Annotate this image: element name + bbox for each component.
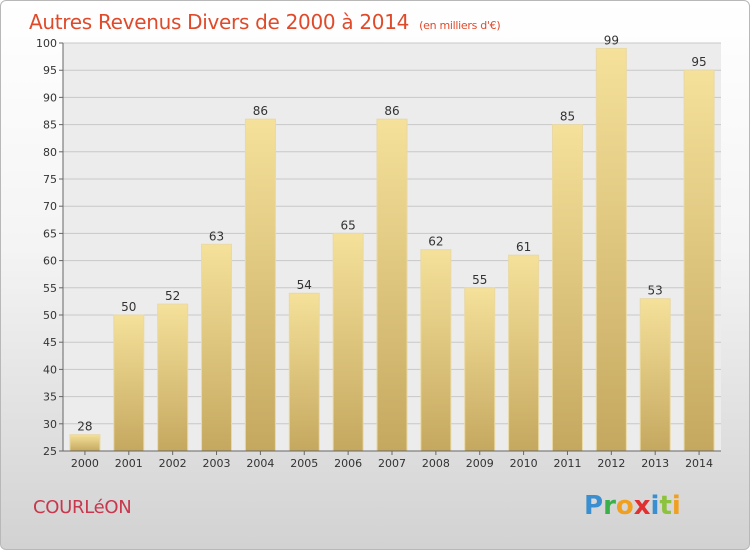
y-tick-label: 85 [43,119,57,132]
x-tick-label: 2000 [71,457,99,470]
y-tick-label: 70 [43,200,57,213]
bar-2007 [376,118,408,452]
bars: 28 50 52 63 86 54 65 86 62 55 61 85 99 53 95 [69,33,715,452]
y-tick-label: 40 [43,363,57,376]
bar-2002 [157,303,189,452]
data-label: 55 [472,273,487,287]
y-tick-label: 100 [36,37,57,50]
y-tick-label: 25 [43,445,57,458]
x-tick-label: 2002 [159,457,187,470]
y-tick-label: 55 [43,282,57,295]
chart-subtitle: (en milliers d'€) [419,19,501,32]
data-label: 52 [165,289,180,303]
data-label: 54 [297,278,312,292]
bar-2008 [420,249,452,452]
x-tick-label: 2013 [641,457,669,470]
title-text: Autres Revenus Divers de 2000 à 2014 [29,10,410,34]
x-tick-label: 2001 [115,457,143,470]
bar-2004 [244,118,276,452]
y-tick-label: 45 [43,336,57,349]
x-tick-label: 2012 [597,457,625,470]
data-label: 61 [516,240,531,254]
bar-2001 [113,314,145,452]
x-axis: 2000 2001 2002 2003 2004 2005 2006 2007 2008 2009… [63,450,721,470]
data-label: 50 [121,300,136,314]
brand-logo: Proxiti [584,491,681,521]
bar-2014 [683,69,715,452]
chart-title: Autres Revenus Divers de 2000 à 2014 (en… [29,10,501,34]
y-axis: 25 30 35 40 45 50 55 60 65 70 75 80 85 90 95 100 [36,37,64,458]
y-tick-label: 75 [43,173,57,186]
y-tick-label: 65 [43,227,57,240]
x-tick-label: 2010 [510,457,538,470]
y-tick-label: 90 [43,91,57,104]
bar-2012 [595,47,627,452]
y-tick-label: 50 [43,309,57,322]
data-label: 62 [428,235,443,249]
bar-2009 [464,287,496,452]
x-tick-label: 2003 [203,457,231,470]
data-label: 86 [384,104,399,118]
x-tick-label: 2005 [290,457,318,470]
data-label: 95 [691,55,706,69]
bar-2000 [69,434,101,452]
y-tick-label: 35 [43,391,57,404]
data-label: 99 [604,33,619,47]
bar-2011 [551,124,583,452]
bar-2006 [332,232,364,452]
x-tick-label: 2009 [466,457,494,470]
x-tick-label: 2007 [378,457,406,470]
y-tick-label: 30 [43,418,57,431]
data-label: 86 [253,104,268,118]
x-tick-label: 2006 [334,457,362,470]
bar-2013 [639,298,671,452]
y-tick-label: 60 [43,255,57,268]
x-tick-label: 2014 [685,457,713,470]
bar-2003 [201,243,233,452]
data-label: 65 [340,218,355,232]
data-label: 63 [209,229,224,243]
bar-2010 [508,254,540,452]
y-tick-label: 95 [43,64,57,77]
data-label: 85 [560,110,575,124]
x-tick-label: 2004 [246,457,274,470]
x-tick-label: 2008 [422,457,450,470]
bar-2005 [288,292,320,452]
y-tick-label: 80 [43,146,57,159]
data-label: 28 [77,420,92,434]
x-tick-label: 2011 [553,457,581,470]
data-label: 53 [648,284,663,298]
commune-name: COURLéON [33,497,132,518]
